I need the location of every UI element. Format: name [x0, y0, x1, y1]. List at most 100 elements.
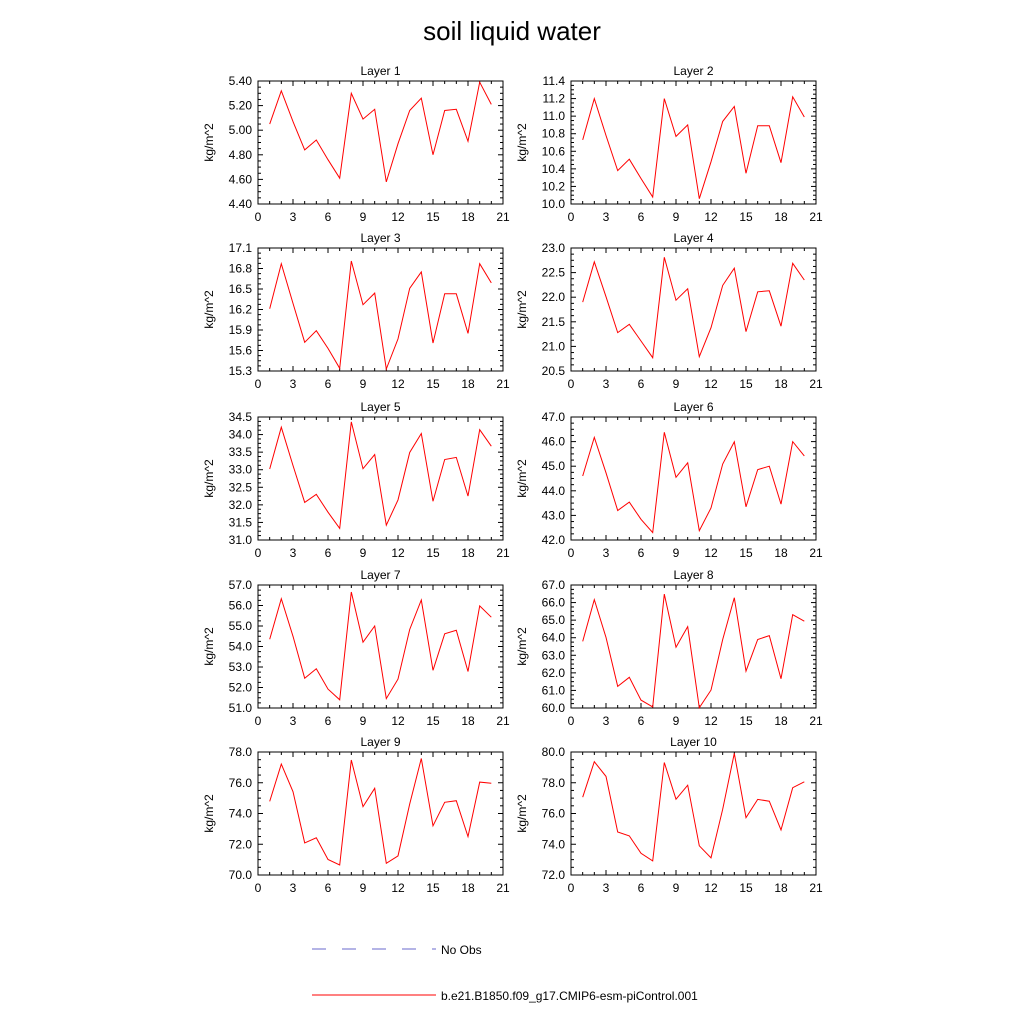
layer-3-y-tick-label: 15.9: [229, 323, 253, 337]
layer-1-x-tick-label: 18: [461, 210, 475, 224]
layer-4-x-tick-label: 15: [739, 377, 753, 391]
layer-4-y-tick-label: 22.5: [542, 266, 566, 280]
layer-5-panel: Layer 5 0 3 6 9 12 15 18 21 31.0 31.5 32.0 32.5 33.0 3…: [202, 400, 510, 560]
figure-title: soil liquid water: [423, 16, 601, 46]
layer-3-y-axis-label: kg/m^2: [202, 290, 216, 329]
layer-5-y-tick-label: 32.5: [229, 480, 253, 494]
layer-8-x-tick-label: 18: [774, 714, 788, 728]
layer-5-plot-frame: [257, 416, 504, 541]
layer-10-y-tick-label: 72.0: [542, 868, 566, 882]
layer-4-y-tick-label: 22.0: [542, 290, 566, 304]
layer-10-x-tick-label: 12: [704, 881, 718, 895]
layer-9-x-tick-label: 0: [255, 881, 262, 895]
layer-1-x-tick-label: 12: [391, 210, 405, 224]
layer-3-series-line: [269, 260, 492, 371]
layer-10-y-axis-label: kg/m^2: [515, 794, 529, 833]
layer-3-x-tick-label: 12: [391, 377, 405, 391]
layer-6-x-tick-label: 9: [673, 546, 680, 560]
layer-3-title: Layer 3: [360, 231, 400, 245]
layer-5-y-tick-label: 31.5: [229, 515, 253, 529]
layer-4-y-tick-label: 21.5: [542, 315, 566, 329]
layer-7-title: Layer 7: [360, 568, 400, 582]
layer-4-plot-frame: [570, 247, 817, 372]
layer-2-x-tick-label: 18: [774, 210, 788, 224]
layer-2-y-tick-label: 10.8: [542, 127, 566, 141]
layer-1-y-axis-label: kg/m^2: [202, 123, 216, 162]
layer-2-y-tick-label: 11.0: [543, 109, 566, 123]
layer-1-title: Layer 1: [360, 64, 400, 78]
layer-1-y-tick-label: 4.40: [229, 197, 253, 211]
layer-3-x-tick-label: 21: [496, 377, 510, 391]
layer-8-panel: Layer 8 0 3 6 9 12 15 18 21 60.0 61.0 62.0 63.0 64.0 6…: [515, 568, 823, 728]
layer-7-x-tick-label: 21: [496, 714, 510, 728]
layer-6-y-tick-label: 42.0: [542, 533, 566, 547]
layer-3-x-tick-label: 15: [426, 377, 440, 391]
layer-1-y-tick-label: 4.60: [229, 172, 253, 186]
layer-10-panel: Layer 10 0 3 6 9 12 15 18 21 72.0 74.0 76.0 78.0 80.0…: [515, 735, 823, 895]
layer-1-x-tick-label: 6: [325, 210, 332, 224]
layer-6-x-tick-label: 12: [704, 546, 718, 560]
layer-9-y-tick-label: 76.0: [229, 776, 253, 790]
layer-2-x-tick-label: 3: [603, 210, 610, 224]
layer-2-series-line: [582, 95, 805, 199]
layer-4-x-tick-label: 21: [809, 377, 823, 391]
layer-3-y-tick-label: 16.8: [229, 262, 253, 276]
layer-6-x-tick-label: 3: [603, 546, 610, 560]
layer-5-y-tick-label: 32.0: [229, 498, 253, 512]
layer-4-y-tick-label: 20.5: [542, 364, 566, 378]
layer-10-y-tick-label: 80.0: [542, 745, 566, 759]
layer-10-x-tick-label: 9: [673, 881, 680, 895]
layer-3-x-tick-label: 9: [360, 377, 367, 391]
layer-5-x-tick-label: 12: [391, 546, 405, 560]
layer-10-title: Layer 10: [670, 735, 717, 749]
layer-5-y-axis-label: kg/m^2: [202, 459, 216, 498]
layer-2-x-tick-label: 6: [638, 210, 645, 224]
layer-8-x-tick-label: 3: [603, 714, 610, 728]
layer-3-x-tick-label: 3: [290, 377, 297, 391]
layer-9-x-tick-label: 18: [461, 881, 475, 895]
layer-1-y-tick-label: 5.00: [229, 123, 253, 137]
layer-7-x-tick-label: 9: [360, 714, 367, 728]
layer-10-y-tick-label: 78.0: [542, 776, 566, 790]
layer-4-x-tick-label: 12: [704, 377, 718, 391]
layer-9-y-tick-label: 78.0: [229, 745, 253, 759]
layer-10-x-tick-label: 3: [603, 881, 610, 895]
layer-4-y-tick-label: 23.0: [542, 241, 566, 255]
layer-9-panel: Layer 9 0 3 6 9 12 15 18 21 70.0 72.0 74.0 76.0 78.0 k…: [202, 735, 510, 895]
layer-4-x-tick-label: 9: [673, 377, 680, 391]
layer-4-x-tick-label: 6: [638, 377, 645, 391]
layer-7-x-tick-label: 6: [325, 714, 332, 728]
layer-9-y-axis-label: kg/m^2: [202, 794, 216, 833]
layer-8-x-tick-label: 15: [739, 714, 753, 728]
legend-label-model: b.e21.B1850.f09_g17.CMIP6-esm-piControl.…: [441, 989, 698, 1003]
layer-8-y-tick-label: 63.0: [542, 648, 566, 662]
layer-5-x-tick-label: 3: [290, 546, 297, 560]
layer-2-x-tick-label: 9: [673, 210, 680, 224]
layer-7-panel: Layer 7 0 3 6 9 12 15 18 21 51.0 52.0 53.0 54.0 55.0 5…: [202, 568, 510, 728]
layer-8-y-tick-label: 61.0: [542, 683, 566, 697]
legend: No Obs b.e21.B1850.f09_g17.CMIP6-esm-piC…: [312, 943, 698, 1003]
layer-10-y-tick-label: 74.0: [542, 837, 566, 851]
layer-3-y-tick-label: 15.3: [229, 364, 253, 378]
layer-6-x-tick-label: 6: [638, 546, 645, 560]
layer-9-plot-frame: [257, 751, 504, 876]
layer-5-x-tick-label: 9: [360, 546, 367, 560]
layer-6-x-tick-label: 0: [568, 546, 575, 560]
layer-5-y-tick-label: 33.0: [229, 463, 253, 477]
layer-5-x-tick-label: 0: [255, 546, 262, 560]
layer-8-x-tick-label: 9: [673, 714, 680, 728]
layer-10-x-tick-label: 0: [568, 881, 575, 895]
layer-5-x-tick-label: 15: [426, 546, 440, 560]
layer-10-series-line: [582, 753, 805, 862]
layer-6-y-axis-label: kg/m^2: [515, 459, 529, 498]
layer-7-series-line: [269, 591, 492, 701]
layer-7-y-tick-label: 56.0: [229, 599, 253, 613]
layer-1-x-tick-label: 3: [290, 210, 297, 224]
layer-6-x-tick-label: 21: [809, 546, 823, 560]
layer-5-title: Layer 5: [360, 400, 400, 414]
layer-10-y-tick-label: 76.0: [542, 807, 566, 821]
layer-9-x-tick-label: 15: [426, 881, 440, 895]
layer-4-series-line: [582, 257, 805, 360]
layer-6-title: Layer 6: [673, 400, 713, 414]
layer-6-y-tick-label: 46.0: [542, 435, 566, 449]
